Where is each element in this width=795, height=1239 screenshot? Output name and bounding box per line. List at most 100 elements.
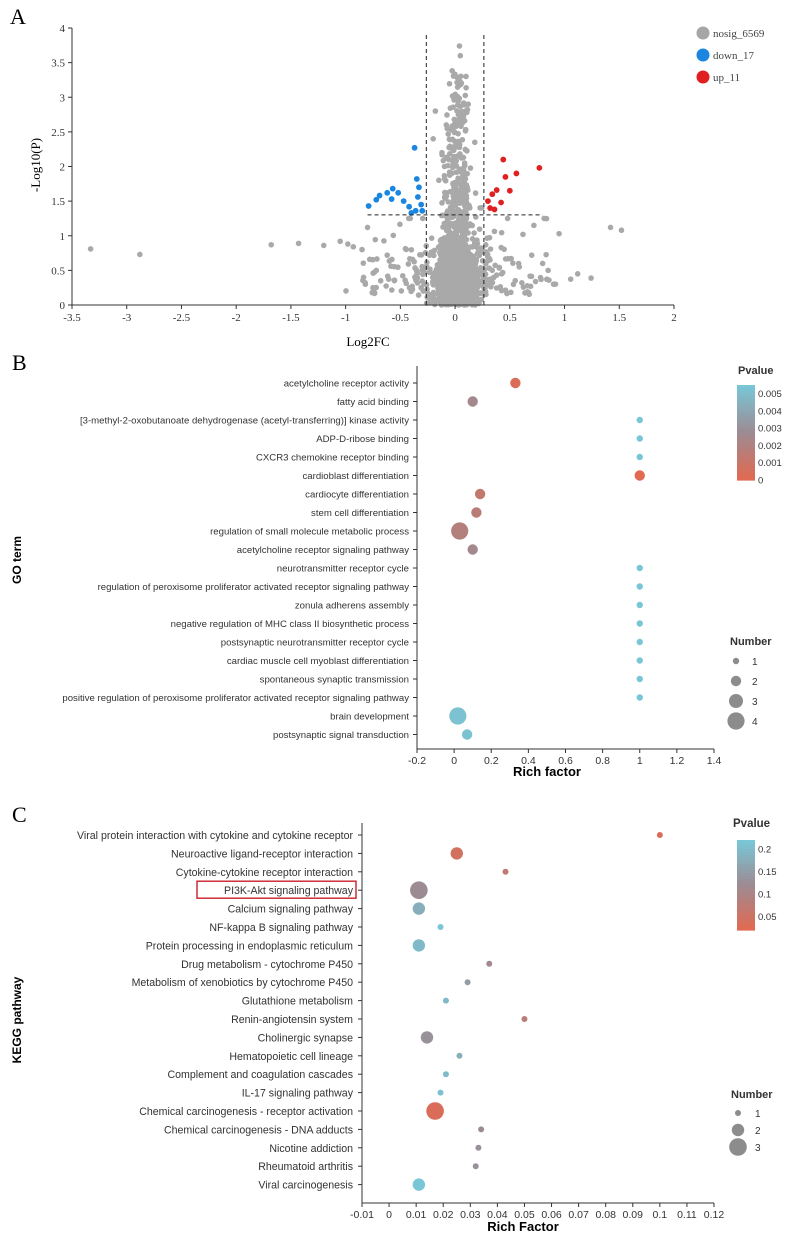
nosig-point xyxy=(460,100,467,106)
y-tick-label: 3.5 xyxy=(51,58,65,70)
color-tick-label: 0.2 xyxy=(758,845,771,856)
size-legend-label: 2 xyxy=(752,677,758,688)
go-bubble xyxy=(634,470,645,481)
nosig-point xyxy=(412,265,418,271)
color-bar-segment xyxy=(737,909,755,913)
nosig-point xyxy=(477,205,483,211)
color-bar-segment xyxy=(737,404,755,408)
go-bubble xyxy=(636,416,643,424)
nosig-point xyxy=(438,212,445,219)
color-bar-segment xyxy=(737,870,755,874)
x-tick-label: 1.4 xyxy=(707,755,722,767)
nosig-point xyxy=(550,281,557,288)
kegg-x-label: Rich Factor xyxy=(487,1219,559,1234)
nosig-point xyxy=(458,73,464,80)
kegg-pathway-label: Cholinergic synapse xyxy=(258,1032,354,1044)
nosig-point xyxy=(454,84,461,90)
nosig-point xyxy=(452,222,458,229)
color-bar-segment xyxy=(737,843,755,847)
x-tick-label: 0.07 xyxy=(568,1209,589,1221)
down-point xyxy=(411,144,418,151)
kegg-bubble xyxy=(437,1089,444,1096)
legend-marker xyxy=(696,70,710,84)
x-tick-label: -0.2 xyxy=(408,755,426,767)
nosig-point xyxy=(360,260,367,266)
nosig-point xyxy=(453,163,460,169)
go-term-label: brain development xyxy=(330,712,409,723)
kegg-bubble xyxy=(486,960,493,967)
nosig-point xyxy=(436,277,443,284)
volcano-points xyxy=(87,43,625,308)
nosig-point xyxy=(431,247,438,254)
nosig-point xyxy=(402,245,409,252)
nosig-point xyxy=(449,136,456,143)
down-point xyxy=(400,198,407,205)
nosig-point xyxy=(458,209,465,215)
color-bar-segment xyxy=(737,885,755,889)
nosig-point xyxy=(508,255,514,262)
legend-label: up_11 xyxy=(713,72,740,84)
go-term-label: stem cell differentiation xyxy=(311,508,409,519)
nosig-point xyxy=(545,267,551,274)
kegg-pvalue-legend: Pvalue 0.2 0.15 0.1 0.05 xyxy=(733,818,777,931)
color-bar-segment xyxy=(737,864,755,868)
color-bar-segment xyxy=(737,921,755,925)
nosig-point xyxy=(528,252,535,258)
nosig-point xyxy=(476,252,483,259)
nosig-point xyxy=(443,122,450,128)
nosig-point xyxy=(343,288,349,294)
x-tick-label: -0.01 xyxy=(350,1209,374,1221)
down-point xyxy=(406,203,413,210)
nosig-point xyxy=(414,275,421,281)
kegg-y-label: KEGG pathway xyxy=(10,976,24,1063)
color-bar-segment xyxy=(737,879,755,883)
nosig-point xyxy=(137,251,143,258)
color-tick-label: 0.005 xyxy=(758,389,782,400)
nosig-point xyxy=(504,215,511,222)
x-tick-label: 0.11 xyxy=(677,1209,697,1221)
legend-title: Number xyxy=(730,636,772,648)
go-bubbles xyxy=(449,377,645,740)
nosig-point xyxy=(464,245,471,252)
nosig-point xyxy=(492,262,498,269)
go-bubble xyxy=(636,675,643,683)
nosig-point xyxy=(463,206,469,213)
nosig-point xyxy=(487,276,494,282)
nosig-point xyxy=(467,165,474,171)
volcano-plot: -3.5 -3 -2.5 -2 -1.5 -1 -0.5 0 0.5 1 1.5 2 0 0.5 1 1.5 2… xyxy=(28,23,765,349)
legend-marker xyxy=(696,26,710,40)
nosig-point xyxy=(510,260,516,266)
color-bar-segment xyxy=(737,882,755,886)
kegg-bubble xyxy=(456,1052,463,1059)
go-bubble xyxy=(461,729,473,740)
size-legend-label: 1 xyxy=(755,1109,761,1120)
nosig-point xyxy=(531,222,537,229)
kegg-bubble xyxy=(410,881,428,899)
nosig-point xyxy=(607,224,614,231)
nosig-point xyxy=(384,273,391,279)
x-tick-label: 0.05 xyxy=(514,1209,535,1221)
nosig-point xyxy=(486,265,492,271)
nosig-point xyxy=(453,169,460,176)
nosig-point xyxy=(428,235,435,241)
nosig-point xyxy=(516,264,523,270)
color-bar-segment xyxy=(737,894,755,898)
down-point xyxy=(416,184,422,191)
color-bar-segment xyxy=(737,903,755,907)
size-legend-label: 2 xyxy=(755,1126,761,1137)
nosig-point xyxy=(444,214,450,221)
color-bar-segment xyxy=(737,912,755,916)
nosig-point xyxy=(498,229,505,236)
color-bar-segment xyxy=(737,394,755,399)
nosig-point xyxy=(446,171,453,177)
go-bubble xyxy=(510,377,521,389)
kegg-pathway-label: Viral protein interaction with cytokine … xyxy=(77,830,353,842)
nosig-point xyxy=(456,216,463,222)
nosig-point xyxy=(453,271,459,277)
nosig-point xyxy=(462,218,469,225)
kegg-pathway-label: Cytokine-cytokine receptor interaction xyxy=(176,867,353,879)
go-bubble xyxy=(636,564,643,572)
nosig-point xyxy=(411,258,417,265)
nosig-point xyxy=(441,175,448,182)
go-term-label: CXCR3 chemokine receptor binding xyxy=(256,453,409,464)
